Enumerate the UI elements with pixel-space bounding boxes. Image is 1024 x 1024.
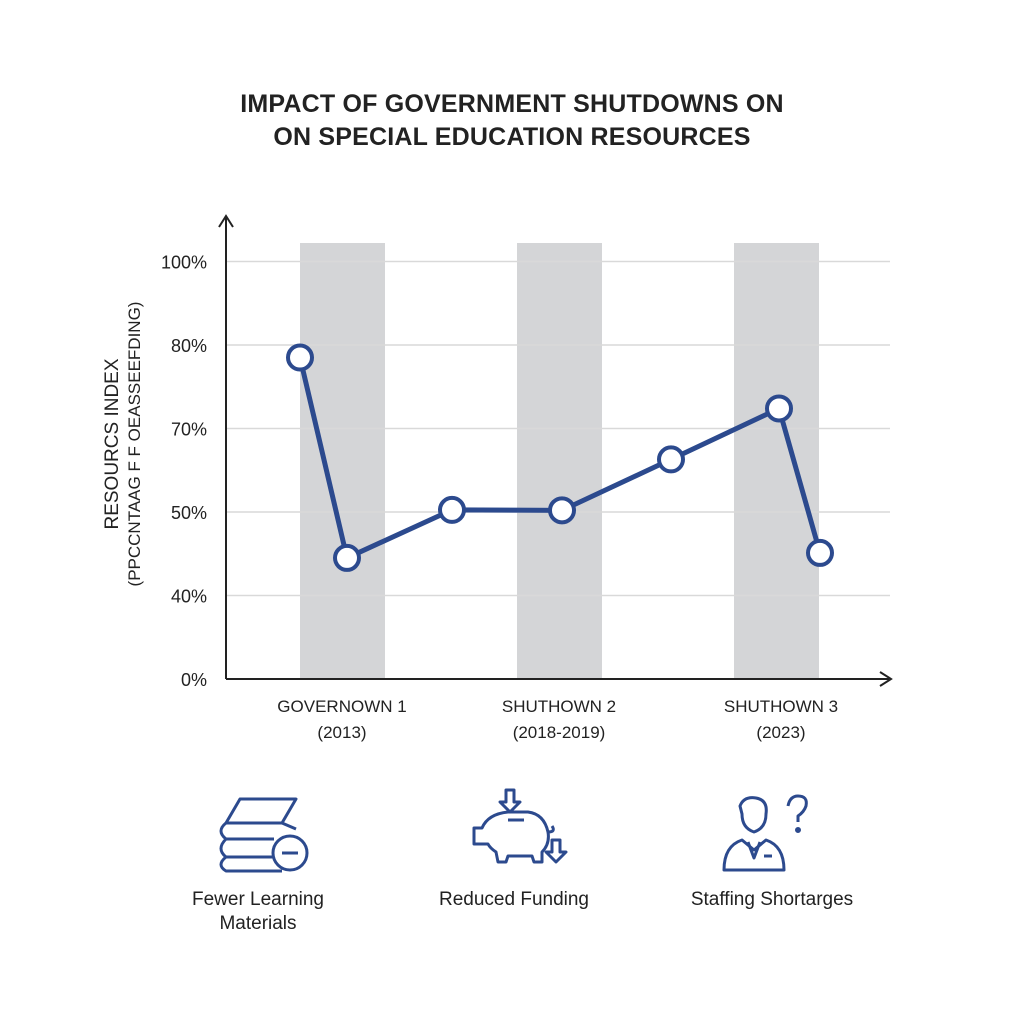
chart-title: IMPACT OF GOVERNMENT SHUTDOWNS ON ON SPE… — [0, 88, 1024, 154]
y-axis-label: RESOURCS INDEX — [102, 358, 123, 529]
y-axis-sublabel: (PPCCNTAAG F F OEASSEEFDING) — [125, 302, 144, 587]
x-tick-sublabel: (2018-2019) — [513, 723, 606, 742]
title-line-2: ON SPECIAL EDUCATION RESOURCES — [273, 123, 751, 151]
data-point — [438, 495, 466, 524]
title-line-1: IMPACT OF GOVERNMENT SHUTDOWNS ON — [240, 90, 784, 118]
piggy-bank-down-icon — [472, 788, 568, 864]
y-tick-label: 70% — [171, 420, 207, 440]
impact-label-line: Reduced Funding — [439, 889, 589, 910]
x-tick-sublabel: (2013) — [317, 723, 366, 742]
data-point — [286, 343, 314, 372]
impact-label-reduced-funding: Reduced Funding — [414, 888, 614, 912]
y-tick-label: 100% — [161, 253, 207, 273]
y-tick-label: 50% — [171, 503, 207, 523]
data-point — [657, 445, 685, 474]
impact-label-line: Materials — [219, 913, 297, 934]
y-tick-label: 0% — [181, 670, 207, 690]
shutdown-band — [300, 243, 385, 679]
data-point — [765, 394, 793, 423]
impact-label-staffing-shortages: Staffing Shortarges — [672, 888, 872, 912]
y-tick-label: 80% — [171, 336, 207, 356]
y-axis-arrow — [218, 214, 234, 228]
shutdown-band — [517, 243, 602, 679]
impact-label-line: Fewer Learning — [191, 889, 325, 910]
impact-label-fewer-materials: Fewer Learning Materials — [158, 888, 358, 936]
y-tick-label: 40% — [171, 587, 207, 607]
x-tick-label: GOVERNOWN 1 — [277, 697, 406, 716]
shutdown-band — [734, 243, 819, 679]
x-tick-sublabel: (2023) — [756, 723, 805, 742]
data-point — [548, 496, 576, 525]
data-point — [806, 538, 834, 567]
staff-question-icon — [722, 794, 808, 872]
data-point — [333, 543, 361, 572]
x-tick-label: SHUTHOWN 3 — [724, 697, 838, 716]
x-tick-label: SHUTHOWN 2 — [502, 697, 616, 716]
x-axis-arrow — [879, 671, 893, 687]
impact-label-line: Staffing Shortarges — [690, 889, 854, 910]
books-minus-icon — [219, 797, 309, 873]
